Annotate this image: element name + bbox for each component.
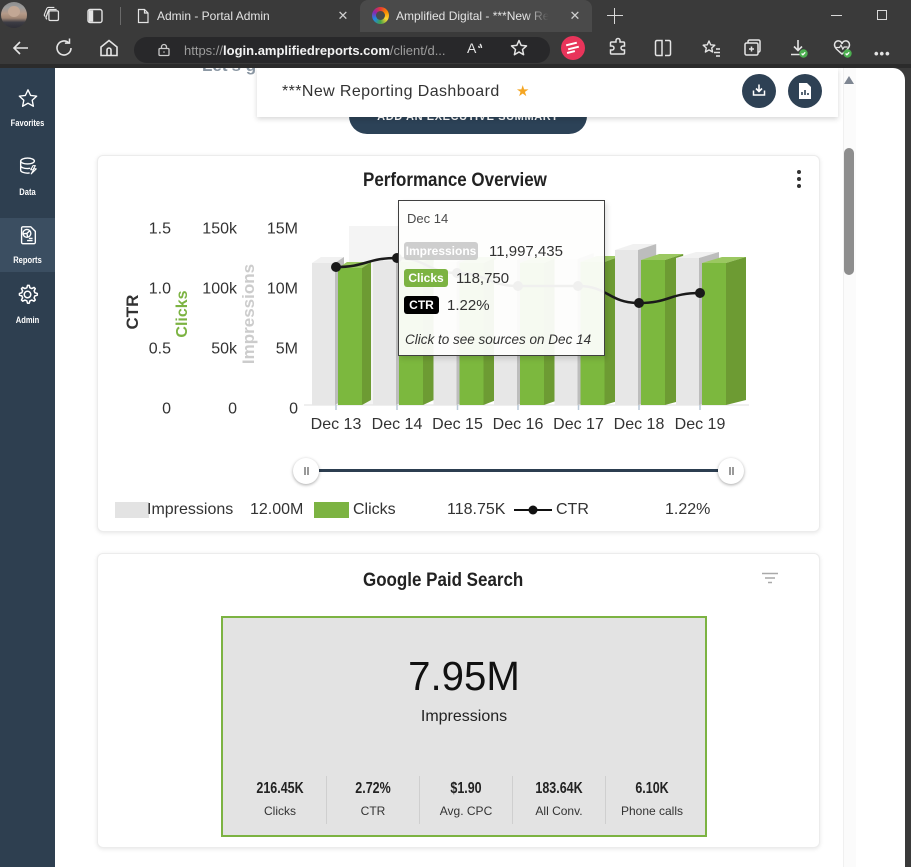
svg-text:Dec 19: Dec 19 — [675, 416, 726, 433]
svg-text:Dec 17: Dec 17 — [553, 416, 604, 433]
svg-text:Clicks: Clicks — [174, 290, 191, 337]
svg-text:Dec 13: Dec 13 — [311, 416, 362, 433]
svg-text:Dec 15: Dec 15 — [432, 416, 483, 433]
svg-text:1.5: 1.5 — [149, 221, 171, 238]
svg-text:15M: 15M — [267, 221, 298, 238]
svg-text:5M: 5M — [276, 341, 298, 358]
svg-text:1.0: 1.0 — [149, 281, 171, 298]
svg-text:50k: 50k — [211, 341, 238, 358]
svg-text:CTR: CTR — [123, 295, 142, 330]
svg-text:0: 0 — [289, 401, 298, 418]
svg-text:0.5: 0.5 — [149, 341, 171, 358]
svg-text:0: 0 — [228, 401, 237, 418]
svg-text:A: A — [467, 40, 477, 56]
svg-text:0: 0 — [162, 401, 171, 418]
svg-text:100k: 100k — [202, 281, 238, 298]
svg-text:Dec 14: Dec 14 — [372, 416, 423, 433]
svg-text:150k: 150k — [202, 221, 238, 238]
svg-text:10M: 10M — [267, 281, 298, 298]
svg-text:Dec 16: Dec 16 — [493, 416, 544, 433]
svg-text:Dec 18: Dec 18 — [614, 416, 665, 433]
svg-text:Impressions: Impressions — [239, 264, 258, 364]
